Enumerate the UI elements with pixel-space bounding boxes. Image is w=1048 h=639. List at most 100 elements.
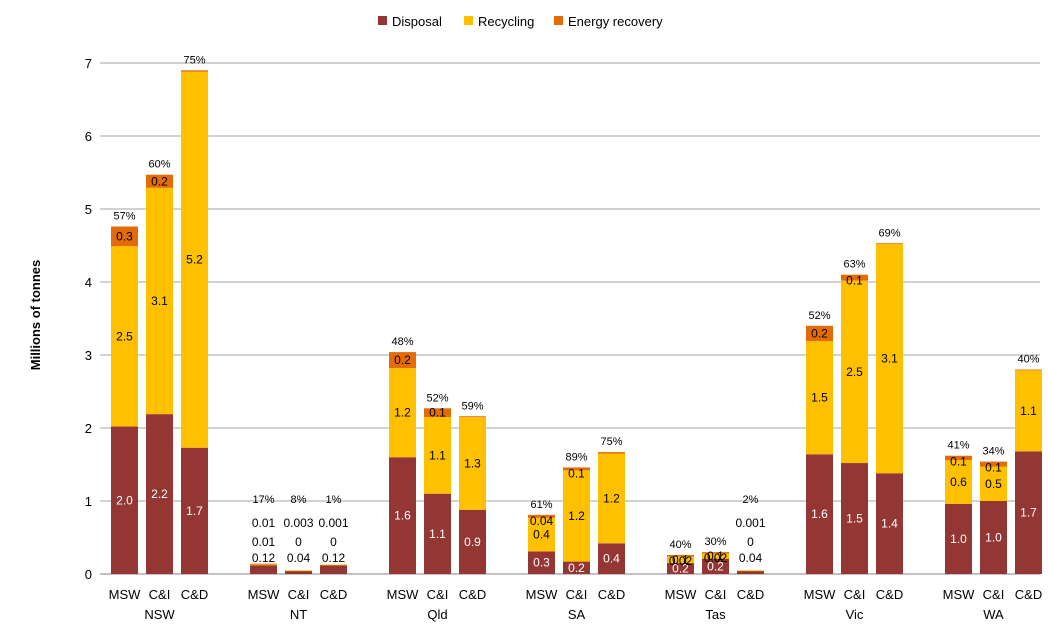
percent-label: 61% xyxy=(530,499,552,511)
y-tick-label: 1 xyxy=(85,494,92,509)
bar-segment-recycling xyxy=(702,553,729,559)
x-category-label: C&D xyxy=(1015,587,1042,602)
percent-label: 2% xyxy=(743,494,759,506)
percent-label: 89% xyxy=(565,451,587,463)
data-label: 1.1 xyxy=(429,448,446,462)
bar-segment-recycling xyxy=(980,466,1007,501)
bar-segment-recycling xyxy=(111,246,138,427)
x-category-label: C&D xyxy=(737,587,764,602)
data-label: 0.04 xyxy=(739,551,763,565)
percent-label: 40% xyxy=(669,539,691,551)
data-label: 2.0 xyxy=(116,493,133,507)
data-label: 0.9 xyxy=(464,535,481,549)
bar-segment-disposal xyxy=(250,565,277,574)
percent-label: 75% xyxy=(183,54,205,66)
data-label: 0.1 xyxy=(950,455,967,469)
x-category-label: C&I xyxy=(983,587,1005,602)
bar-segment-recycling xyxy=(876,244,903,474)
bar-segment-disposal xyxy=(320,565,347,574)
bar-segment-recycling xyxy=(806,341,833,455)
data-label: 0.1 xyxy=(707,549,724,563)
data-label: 0.2 xyxy=(568,561,585,575)
legend-swatch-disposal xyxy=(378,16,387,25)
bar-segment-energy-recovery xyxy=(980,461,1007,467)
bar-segment-energy-recovery xyxy=(598,452,625,454)
bars: 2.0 2.5 0.3 57% 2.2 3.1 0.2 60% 1.7 5.2 75% 0.12 0.0… xyxy=(111,54,1042,576)
y-tick-label: 2 xyxy=(85,421,92,436)
x-category-label: C&I xyxy=(844,587,866,602)
bar-segment-disposal xyxy=(806,454,833,574)
x-category-label: MSW xyxy=(248,587,281,602)
bar-segment-energy-recovery xyxy=(181,70,208,72)
data-label: 2.5 xyxy=(846,365,863,379)
percent-label: 52% xyxy=(426,392,448,404)
data-label: 1.2 xyxy=(568,509,585,523)
bar-segment-energy-recovery xyxy=(389,352,416,369)
x-group-label-vic: Vic xyxy=(846,607,864,622)
bar-segment-disposal xyxy=(111,426,138,574)
data-label: 0 xyxy=(330,535,337,549)
percent-label: 41% xyxy=(947,440,969,452)
bar-segment-recycling xyxy=(667,556,694,564)
data-label: 3.1 xyxy=(151,294,168,308)
bar-segment-energy-recovery xyxy=(1015,369,1042,371)
x-category-label: C&D xyxy=(598,587,625,602)
data-label: 1.0 xyxy=(985,531,1002,545)
y-axis-title: Millions of tonnes xyxy=(28,260,43,371)
percent-label: 69% xyxy=(878,227,900,239)
x-category-label: C&D xyxy=(876,587,903,602)
data-label: 0.5 xyxy=(985,477,1002,491)
y-tick-label: 3 xyxy=(85,348,92,363)
data-label: 0.12 xyxy=(322,551,346,565)
bar-segment-disposal xyxy=(424,493,451,574)
x-category-label: MSW xyxy=(387,587,420,602)
data-label: 0.6 xyxy=(950,475,967,489)
percent-label: 60% xyxy=(148,159,170,171)
data-label: 0.04 xyxy=(530,514,554,528)
x-group-label-nsw: NSW xyxy=(144,607,175,622)
bar-segment-disposal xyxy=(945,503,972,574)
data-label: 1.5 xyxy=(846,512,863,526)
percent-label: 52% xyxy=(808,310,830,322)
bar-segment-disposal xyxy=(980,501,1007,574)
legend: Disposal Recycling Energy recovery xyxy=(378,14,663,29)
data-label: 0.2 xyxy=(151,174,168,188)
data-label: 1.7 xyxy=(1020,506,1037,520)
data-label: 1.6 xyxy=(811,507,828,521)
x-group-label-nt: NT xyxy=(290,607,307,622)
bar-segment-energy-recovery xyxy=(459,416,486,418)
legend-label-disposal: Disposal xyxy=(392,14,442,29)
x-category-label: C&D xyxy=(181,587,208,602)
x-category-label: C&I xyxy=(566,587,588,602)
y-axis: 0 1 2 3 4 5 6 7 xyxy=(85,56,92,582)
bar-segment-recycling xyxy=(841,280,868,464)
data-label: 0.1 xyxy=(568,466,585,480)
data-label: 1.6 xyxy=(394,509,411,523)
bar-segment-energy-recovery xyxy=(841,274,868,281)
data-label: 0.1 xyxy=(985,461,1002,475)
bar-segment-disposal xyxy=(876,473,903,574)
data-label: 1.3 xyxy=(464,456,481,470)
x-category-label: C&I xyxy=(149,587,171,602)
bar-segment-energy-recovery xyxy=(424,408,451,418)
bar-segment-recycling xyxy=(146,187,173,415)
data-label: 0.2 xyxy=(811,326,828,340)
x-category-label: C&I xyxy=(705,587,727,602)
bar-segment-recycling xyxy=(945,460,972,504)
data-label: 0.001 xyxy=(318,516,348,530)
percent-label: 1% xyxy=(326,494,342,506)
bar-segment-energy-recovery xyxy=(111,226,138,247)
percent-label: 17% xyxy=(252,494,274,506)
bar-segment-disposal xyxy=(841,463,868,574)
bar-segment-disposal xyxy=(667,563,694,574)
bar-segment-disposal xyxy=(702,558,729,574)
percent-label: 8% xyxy=(291,494,307,506)
data-label: 2.2 xyxy=(151,487,168,501)
data-label: 1.0 xyxy=(950,532,967,546)
x-group-label-wa: WA xyxy=(983,607,1004,622)
y-tick-label: 0 xyxy=(85,567,92,582)
bar-segment-energy-recovery xyxy=(528,514,555,518)
bar-segment-disposal xyxy=(598,543,625,574)
